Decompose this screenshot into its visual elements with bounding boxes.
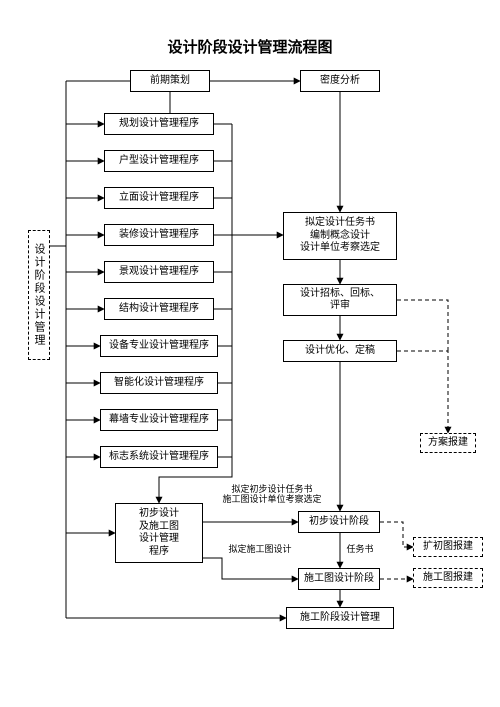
node-n_prelimph: 初步设计阶段: [298, 511, 380, 533]
node-n_prog4: 装修设计管理程序: [104, 224, 214, 246]
node-n_prog2: 户型设计管理程序: [104, 150, 214, 172]
edge-e_prelim_rep: [380, 522, 413, 547]
node-n_bid: 设计招标、回标、 评审: [283, 284, 397, 316]
node-n_cdphase: 施工图设计阶段: [298, 568, 380, 590]
flowchart-stage: 设计阶段设计管理流程图设计阶段设计管理 前期策划 密度分析规划设计管理程序户型设计管…: [0, 0, 500, 707]
node-n_prog3: 立面设计管理程序: [104, 187, 214, 209]
node-n_prog8: 智能化设计管理程序: [100, 372, 218, 394]
label-ft1: 拟定初步设计任务书 施工图设计单位考察选定: [212, 484, 332, 510]
node-n_scheme_rep: 方案报建: [420, 433, 476, 453]
page-title: 设计阶段设计管理流程图: [120, 36, 380, 56]
label-ft2: 拟定施工图设计: [218, 544, 302, 558]
label-ft3: 任务书: [340, 544, 380, 558]
node-n_prog1: 规划设计管理程序: [104, 113, 214, 135]
node-n_prog9: 幕墙专业设计管理程序: [100, 409, 218, 431]
node-n_prog6: 结构设计管理程序: [104, 298, 214, 320]
edge-layer: [0, 0, 500, 707]
node-n_preplan: 前期策划: [130, 70, 210, 92]
node-n_density: 密度分析: [300, 70, 380, 92]
node-n_prog7: 设备专业设计管理程序: [100, 335, 218, 357]
node-n_prelim_rep: 扩初图报建: [413, 537, 483, 557]
edge-e_bid_scheme: [397, 300, 448, 351]
side-label: 设计阶段设计管理: [28, 230, 50, 360]
node-n_constmgr: 施工阶段设计管理: [286, 607, 394, 629]
node-n_prog5: 景观设计管理程序: [104, 261, 214, 283]
node-n_prog10: 标志系统设计管理程序: [100, 446, 218, 468]
edge-e_opt_scheme: [397, 351, 448, 433]
node-n_optimize: 设计优化、定稿: [283, 340, 397, 362]
node-n_cdmgr: 初步设计 及施工图 设计管理 程序: [115, 503, 203, 563]
node-n_taskbook: 拟定设计任务书 编制概念设计 设计单位考察选定: [283, 212, 397, 260]
edge-e_cdm_cdph: [203, 558, 298, 579]
node-n_cd_rep: 施工图报建: [413, 568, 483, 588]
